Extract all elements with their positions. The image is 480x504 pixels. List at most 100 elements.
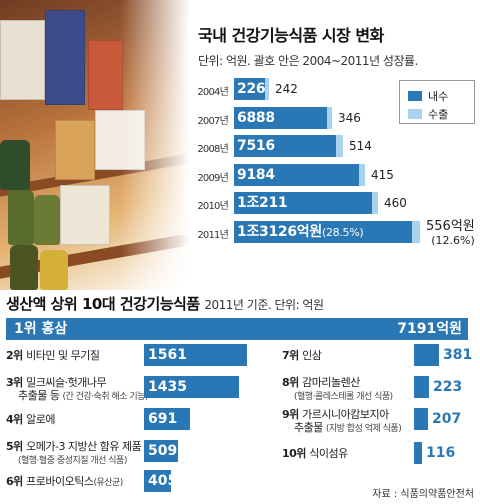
rank-name-text: 프로바이오틱스 [26, 475, 94, 488]
legend-item-domestic: 내수 [408, 88, 448, 104]
domestic-value-label: 2263 [237, 81, 275, 97]
rank-name-text: 감마리놀렌산 [302, 376, 360, 389]
rank-number: 9위 [282, 408, 303, 421]
rank-item-label: 4위 알로에 [6, 413, 55, 426]
export-bar [336, 135, 343, 157]
supplement-shelf-photo [0, 0, 190, 290]
rank-item-name: 10위 식이섬유 [282, 447, 348, 460]
export-bar [265, 78, 269, 100]
rank-number: 4위 [6, 413, 27, 426]
bottom-chart-title-text: 생산액 상위 10대 건강기능식품 [6, 295, 200, 313]
export-value-label: 242 [275, 82, 298, 96]
top-chart-subtitle: 단위: 억원. 괄호 안은 2004~2011년 성장률. [198, 54, 418, 68]
legend-swatch-export [408, 109, 422, 119]
source-note: 자료 : 식품의약품안전처 [372, 489, 474, 500]
year-label: 2008년 [197, 144, 228, 155]
export-value-label: 460 [384, 196, 407, 210]
rank-item-label: 8위 감마리놀렌산 (혈행·콜레스테롤 개선 식품) [282, 376, 393, 404]
domestic-value-label: 6888 [237, 109, 275, 126]
rank-value-label: 116 [426, 445, 456, 461]
rank-name-text: 알로에 [26, 413, 55, 426]
export-bar [372, 192, 378, 214]
rank-item-name: 9위 가르시니아캄보지아 [282, 408, 401, 421]
rank-item-note: (혈행·혈중 중성지질 개선 식품) [6, 453, 141, 468]
rank-bar: 509 [144, 440, 178, 462]
rank-number: 5위 [6, 440, 27, 453]
rank-item-name2: 추출물 등 (간 건강·숙취 해소 기능) [6, 389, 148, 404]
rank-item-name: 8위 감마리놀렌산 [282, 376, 393, 389]
rank-note: (혈행·혈중 중성지질 개선 식품) [18, 456, 127, 466]
export-value-label: 415 [371, 167, 394, 182]
legend-swatch-domestic [408, 91, 422, 101]
domestic-value-label: 7516 [237, 138, 275, 154]
rank-value-label: 381 [443, 347, 473, 363]
rank-name-text: 식이섬유 [309, 447, 348, 460]
rank-item-name: 6위 프로바이오틱스(유산균) [6, 475, 123, 490]
legend-label-export: 수출 [428, 108, 449, 121]
rank-item-name: 5위 오메가-3 지방산 함유 제품 [6, 440, 142, 453]
rank-item-name2: 추출물 (지방 합성 억제 식품) [282, 421, 402, 436]
export-value-label: 556억원 (12.6%) [426, 215, 475, 247]
domestic-value-label: 1조3126억원 [237, 223, 322, 240]
rank-number: 3위 [6, 376, 27, 389]
year-label: 2011년 [197, 229, 228, 241]
rank-item-label: 10위 식이섬유 [282, 447, 348, 460]
rank-item-label: 5위 오메가-3 지방산 함유 제품 (혈행·혈중 중성지질 개선 식품) [6, 440, 142, 468]
year-label: 2007년 [197, 115, 228, 127]
rank-value-label: 1561 [148, 347, 187, 363]
rank-note: (지방 합성 억제 식품) [325, 424, 402, 434]
domestic-bar: 2263 [234, 78, 275, 100]
year-label: 2004년 [197, 87, 228, 98]
export-value-label: 514 [349, 139, 372, 153]
year-label: 2009년 [197, 172, 228, 184]
rank-item-label: 2위 비타민 및 무기질 [6, 349, 100, 362]
export-bar [359, 163, 365, 186]
rank-number: 8위 [282, 376, 303, 389]
rank-name2-text: 추출물 등 [18, 389, 63, 402]
domestic-growth-label: (28.5%) [321, 225, 364, 239]
rank-item-label: 9위 가르시니아캄보지아 추출물 (지방 합성 억제 식품) [282, 408, 402, 436]
export-value-label: 346 [338, 110, 361, 125]
domestic-bar: 9184 [234, 163, 359, 186]
rank-item-label: 6위 프로바이오틱스(유산균) [6, 475, 123, 490]
rank-value-label: 691 [148, 411, 178, 427]
rank-value-label: 405 [148, 473, 178, 489]
domestic-bar: 1조3126억원(28.5%) [234, 220, 412, 243]
rank-bar: 1561 [144, 344, 247, 366]
rank-item-name: 3위 밀크씨슬·헛개나무 [6, 376, 148, 389]
rank-value-label: 223 [433, 379, 463, 395]
rank-item-name: 2위 비타민 및 무기질 [6, 349, 100, 362]
rank-name-text: 가르시니아캄보지아 [302, 408, 389, 421]
rank-1-bar: 1위 홍삼 7191억원 [6, 318, 468, 340]
rank-note: (유산균) [93, 478, 123, 488]
rank-item-label: 7위 인삼 [282, 349, 322, 362]
bottom-chart-title: 생산액 상위 10대 건강기능식품 2011년 기준. 단위: 억원 [6, 293, 324, 314]
rank-value-label: 509 [148, 443, 178, 459]
domestic-bar: 1조211 [234, 192, 372, 214]
legend-label-domestic: 내수 [428, 90, 449, 103]
rank-number: 2위 [6, 349, 27, 362]
rank-item-note: (혈행·콜레스테롤 개선 식품) [282, 389, 393, 404]
export-bar [412, 220, 420, 243]
rank-name-text: 비타민 및 무기질 [26, 349, 100, 362]
domestic-bar: 7516 [234, 135, 336, 157]
rank-number: 7위 [282, 349, 303, 362]
legend-item-export: 수출 [408, 106, 448, 122]
domestic-value-label: 1조211 [237, 195, 288, 211]
domestic-bar: 6888 [234, 106, 327, 129]
rank-number: 10위 [282, 447, 310, 460]
rank-bar: 691 [144, 408, 190, 430]
year-label: 2010년 [197, 201, 228, 212]
rank-1-value: 7191억원 [397, 321, 462, 337]
rank-name-text: 인삼 [302, 349, 322, 362]
rank-bar [414, 344, 439, 366]
rank-item-label: 3위 밀크씨슬·헛개나무 추출물 등 (간 건강·숙취 해소 기능) [6, 376, 148, 404]
export-growth-label: (12.6%) [431, 233, 475, 247]
export-bar [327, 106, 332, 129]
export-value-text: 556억원 [426, 218, 475, 234]
rank-bar [414, 442, 422, 464]
rank-name-text: 오메가-3 지방산 함유 제품 [26, 440, 142, 453]
rank-value-label: 1435 [148, 379, 187, 395]
rank-bar [414, 408, 428, 430]
top-chart-title: 국내 건강기능식품 시장 변화 [198, 26, 384, 45]
